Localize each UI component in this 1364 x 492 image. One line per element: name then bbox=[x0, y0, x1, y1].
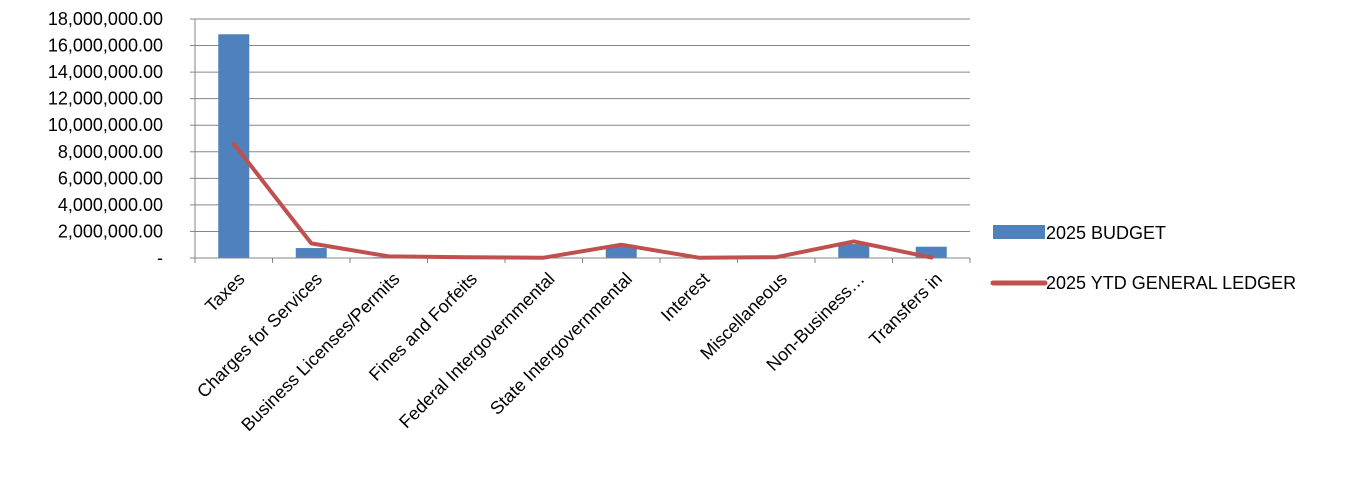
y-tick-label: 14,000,000.00 bbox=[48, 62, 163, 82]
y-tick-label: 6,000,000.00 bbox=[58, 168, 163, 188]
y-tick-label: - bbox=[157, 248, 163, 268]
x-tick-label: Charges for Services bbox=[193, 269, 326, 402]
y-tick-label: 8,000,000.00 bbox=[58, 142, 163, 162]
x-tick-label: Interest bbox=[657, 269, 714, 326]
y-axis-ticks: - 2,000,000.00 4,000,000.00 6,000,000.00 8,0… bbox=[48, 9, 195, 268]
y-tick-label: 18,000,000.00 bbox=[48, 9, 163, 29]
y-tick-label: 10,000,000.00 bbox=[48, 115, 163, 135]
series-line bbox=[231, 141, 934, 260]
x-tick-label: Business Licenses/Permits bbox=[237, 269, 403, 435]
legend: 2025 BUDGET 2025 YTD GENERAL LEDGER bbox=[990, 223, 1296, 293]
x-tick-label: Transfers in bbox=[865, 269, 946, 350]
x-tick-label: Federal Intergovernmental bbox=[395, 269, 558, 432]
x-tick-label: State Intergovernmental bbox=[486, 269, 636, 419]
y-tick-label: 12,000,000.00 bbox=[48, 89, 163, 109]
bar bbox=[915, 246, 947, 258]
bar bbox=[295, 248, 327, 258]
legend-label: 2025 BUDGET bbox=[1046, 223, 1166, 243]
axes bbox=[194, 19, 971, 263]
bar bbox=[838, 244, 870, 258]
legend-label: 2025 YTD GENERAL LEDGER bbox=[1046, 273, 1296, 293]
x-tick-label: Taxes bbox=[201, 269, 248, 316]
y-tick-label: 2,000,000.00 bbox=[58, 221, 163, 241]
legend-swatch-bar bbox=[993, 225, 1045, 239]
y-tick-label: 4,000,000.00 bbox=[58, 195, 163, 215]
gridlines bbox=[195, 18, 970, 232]
bar-series bbox=[218, 34, 947, 259]
line-series bbox=[231, 141, 934, 260]
y-tick-label: 16,000,000.00 bbox=[48, 36, 163, 56]
bar bbox=[605, 245, 637, 258]
